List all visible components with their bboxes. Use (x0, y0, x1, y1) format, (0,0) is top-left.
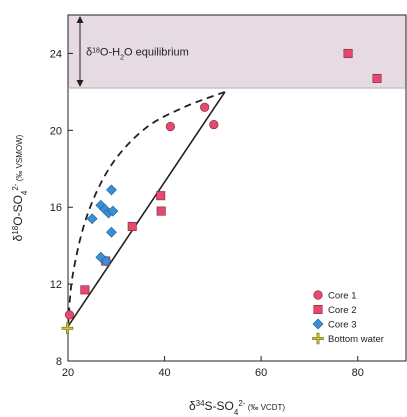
legend-marker-core-1 (313, 290, 323, 300)
core-3-point (100, 255, 112, 267)
x-axis: 20 40 60 80 (62, 356, 364, 379)
x-tick-label: 60 (255, 367, 267, 379)
x-tick-label: 40 (158, 367, 170, 379)
x-tick-label: 20 (62, 367, 74, 379)
core-1-point (209, 119, 219, 130)
core-3-point (107, 205, 119, 217)
core-3-point (106, 226, 117, 238)
core-2-point (372, 73, 382, 83)
legend: Core 1 Core 2 Core 3 Bottom water (312, 290, 384, 345)
legend-marker-bottom-water (312, 332, 324, 345)
core-2-point (156, 206, 166, 216)
core-2-point (343, 48, 353, 58)
solid-regression-line (68, 91, 226, 327)
y-tick-label: 16 (50, 202, 62, 214)
bottom-water-point (61, 322, 74, 335)
x-tick-label: 80 (352, 367, 364, 379)
x-axis-label: δ34S-SO42- (‰ VCDT) (189, 399, 285, 417)
core-2-point (80, 285, 90, 295)
dashed-mixing-curve (68, 91, 226, 327)
legend-label-core-3: Core 3 (328, 320, 357, 331)
y-tick-label: 8 (56, 356, 62, 368)
legend-marker-core-3 (312, 318, 324, 330)
core-3-point (106, 184, 117, 196)
legend-marker-core-2 (313, 304, 323, 314)
core-1-point (200, 102, 210, 112)
core-1-point (165, 121, 175, 132)
core-1-point (64, 310, 75, 320)
y-axis: 8 12 16 20 24 (50, 48, 73, 368)
core-2-point (156, 191, 166, 201)
band-label: δ18O-H2O equilibrium (86, 47, 189, 62)
plot-frame (67, 14, 407, 362)
legend-label-core-2: Core 2 (328, 305, 357, 316)
y-axis-label: δ18O-SO42- (‰ VSMOW) (11, 134, 29, 241)
core-3-point (86, 213, 98, 225)
y-tick-label: 20 (50, 125, 62, 137)
core-2-point (127, 221, 137, 231)
y-tick-label: 12 (50, 279, 62, 291)
data-points (61, 48, 382, 335)
band-arrow (76, 16, 84, 88)
legend-label-core-1: Core 1 (328, 291, 357, 302)
legend-label-bottom-water: Bottom water (328, 334, 384, 345)
y-tick-label: 24 (50, 48, 62, 60)
